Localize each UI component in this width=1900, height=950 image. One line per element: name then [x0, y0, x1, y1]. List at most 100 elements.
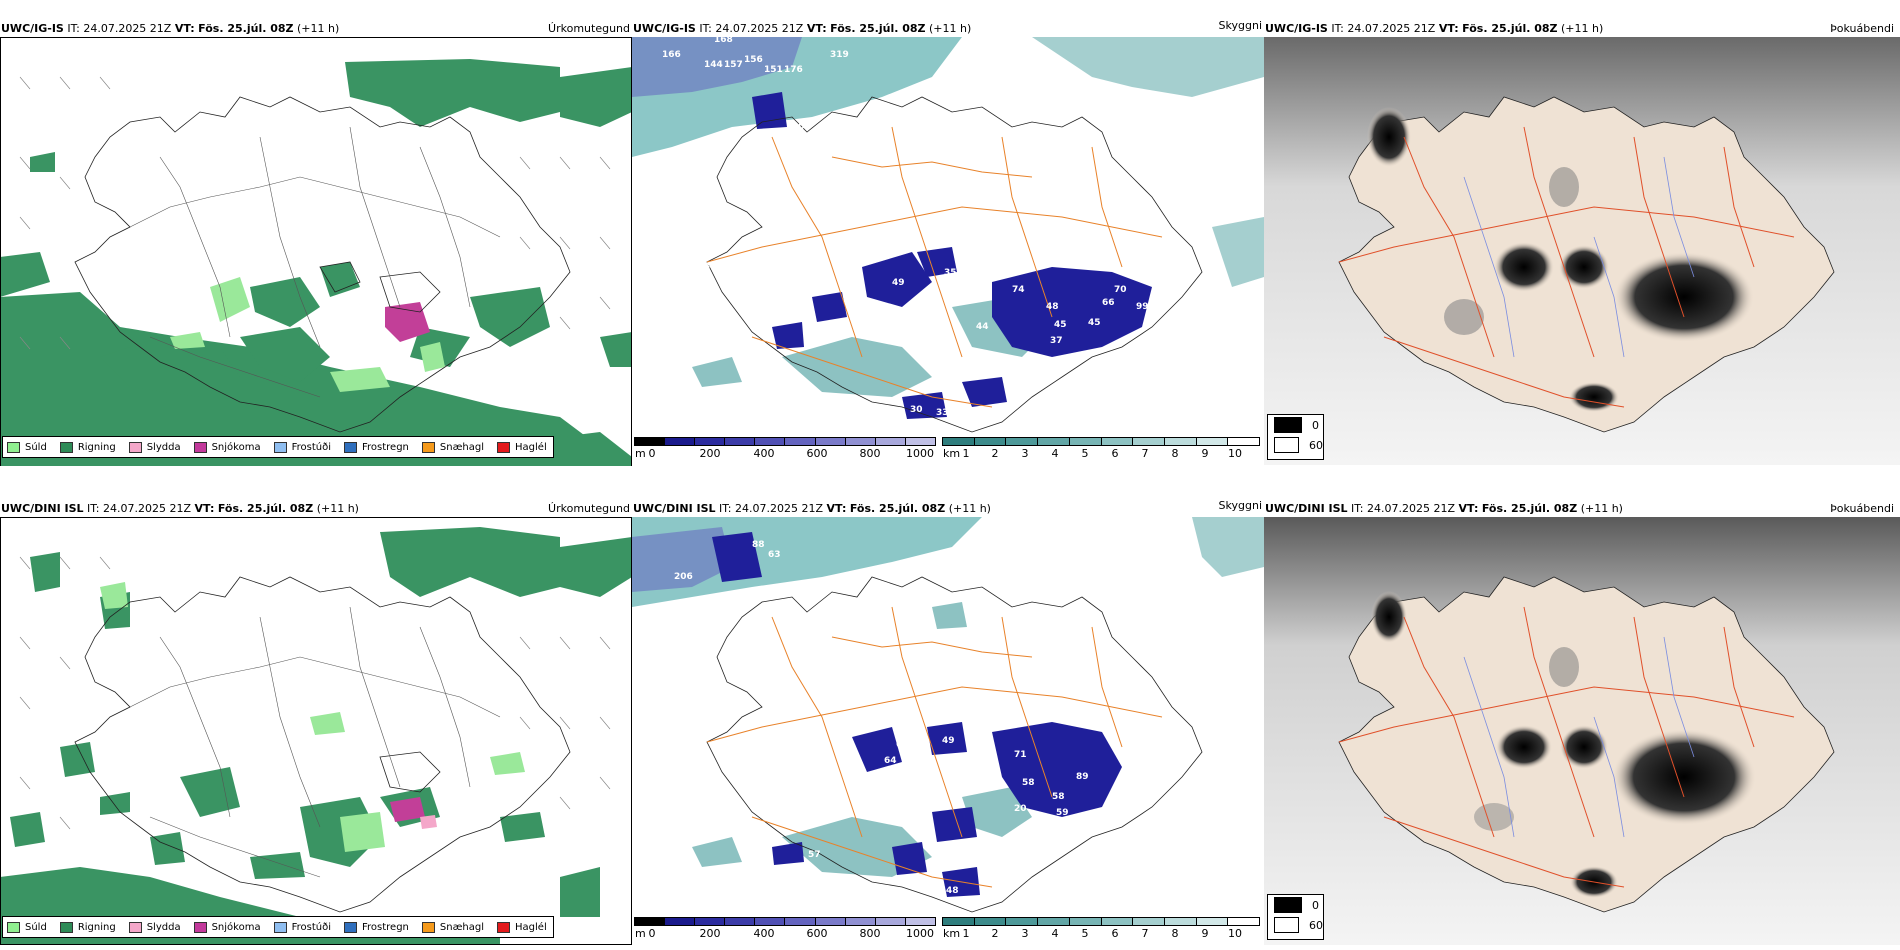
run-time: 24.07.2025 21Z — [103, 502, 192, 515]
legend-label: Súld — [25, 921, 47, 933]
ceiling-colorbar-bar — [634, 917, 936, 926]
visibility-unit: km — [943, 927, 961, 940]
legend-swatch — [59, 921, 73, 933]
product-title: Úrkomutegund — [548, 22, 630, 35]
product-title: Þokuábendi — [1830, 22, 1894, 35]
roads — [129, 126, 501, 398]
legend-label: Rigning — [77, 441, 116, 453]
ceiling-labels: 88 63 206 62 49 64 71 58 89 58 59 20 57 … — [674, 540, 1089, 896]
valid-label: VT: — [826, 502, 847, 515]
iceland-coastline — [706, 576, 1203, 913]
valid-label: VT: — [174, 22, 195, 35]
legend-item: Súld — [7, 921, 47, 933]
fog-index-map — [1264, 37, 1900, 465]
legend-item: Snjókoma — [193, 921, 261, 933]
legend-label: Frostregn — [362, 921, 409, 933]
legend-swatch — [497, 921, 511, 933]
ceiling-tick: 800 — [859, 447, 881, 460]
ceiling-value: 166 — [662, 50, 681, 60]
visibility-tick: 4 — [1051, 927, 1059, 940]
ceiling-value: 62 — [992, 854, 1005, 864]
legend-label: Haglél — [515, 441, 547, 453]
fog-legend-row: 60 — [1268, 435, 1323, 455]
ceiling-value: 15 — [966, 844, 979, 854]
legend-swatch — [7, 441, 20, 453]
valid-label: VT: — [194, 502, 215, 515]
panel-header: UWC/IG-IS IT: 24.07.2025 21Z VT: Fös. 25… — [0, 20, 339, 37]
model-name: UWC/IG-IS — [1265, 22, 1328, 35]
visibility-tick: 8 — [1171, 927, 1179, 940]
run-time: 24.07.2025 21Z — [1347, 22, 1436, 35]
run-label: IT: — [67, 22, 80, 35]
iceland-coastline — [74, 96, 571, 433]
sea-fog-ne — [1192, 517, 1264, 577]
valid-label: VT: — [1438, 22, 1459, 35]
visibility-tick: 3 — [1021, 447, 1029, 460]
rivers — [1463, 636, 1695, 838]
ceiling-value: 99 — [938, 375, 951, 385]
ceiling-value: 59 — [1056, 808, 1069, 818]
visibility-colorbar: km 1 2 3 4 5 6 7 8 9 10 — [942, 437, 1260, 460]
fog-legend-swatch — [1274, 897, 1302, 913]
legend-item: Haglél — [497, 921, 547, 933]
ceiling-value: 49 — [942, 736, 955, 746]
rivers — [1463, 156, 1695, 358]
product-title: Skyggni — [1218, 20, 1262, 32]
visibility-tick: 7 — [1141, 447, 1149, 460]
legend-label: Slydda — [146, 441, 181, 453]
lead-time: (+11 h) — [1561, 22, 1604, 35]
ceiling-value: 151 — [764, 65, 783, 75]
model-name: UWC/IG-IS — [1, 22, 64, 35]
fog-legend-label: 0 — [1312, 418, 1319, 432]
panel-top-right: UWC/IG-IS IT: 24.07.2025 21Z VT: Fös. 25… — [1264, 20, 1900, 466]
run-label: IT: — [699, 22, 712, 35]
legend-item: Snjókoma — [193, 441, 261, 453]
panel-bottom-right: UWC/DINI ISL IT: 24.07.2025 21Z VT: Fös.… — [1264, 500, 1900, 946]
fog-legend-row: 60 — [1268, 915, 1323, 935]
low-ceiling-nw — [632, 527, 732, 592]
panel-header: UWC/DINI ISL IT: 24.07.2025 21Z VT: Fös.… — [1264, 500, 1623, 517]
visibility-ceiling-map: 88 63 206 62 49 64 71 58 89 58 59 20 57 … — [632, 517, 1264, 927]
legend-item: Frostregn — [344, 441, 409, 453]
wind-barbs — [19, 76, 611, 350]
fog-legend-label: 0 — [1312, 898, 1319, 912]
visibility-tick: 6 — [1111, 447, 1119, 460]
legend-label: Rigning — [77, 921, 116, 933]
legend-item: Frostúði — [273, 441, 331, 453]
ceiling-value: 44 — [976, 322, 989, 332]
roads — [1338, 126, 1795, 408]
visibility-areas — [692, 602, 1032, 877]
ceiling-labels: 166 168 144 157 156 151 176 319 90 36 49… — [662, 37, 1149, 418]
model-name: UWC/DINI ISL — [1265, 502, 1348, 515]
valid-time: Fös. 25.júl. 08Z — [830, 22, 926, 35]
legend-swatch — [193, 441, 207, 453]
lead-time: (+11 h) — [1580, 502, 1623, 515]
visibility-tick: 8 — [1171, 447, 1179, 460]
product-title: Þokuábendi — [1830, 502, 1894, 515]
valid-time: Fös. 25.júl. 08Z — [849, 502, 946, 515]
legend-label: Snæhagl — [439, 921, 485, 933]
valid-time: Fös. 25.júl. 08Z — [198, 22, 294, 35]
ceiling-value: 30 — [910, 405, 923, 415]
ceiling-tick: 600 — [806, 447, 828, 460]
lead-time: (+11 h) — [929, 22, 972, 35]
visibility-tick: 3 — [1021, 927, 1029, 940]
iceland-coastline — [74, 576, 571, 913]
wind-barbs — [19, 556, 611, 830]
run-label: IT: — [1331, 22, 1344, 35]
ceiling-value: 66 — [1102, 298, 1115, 308]
precip-legend: Súld Rigning Slydda Snjókoma Frostúði Fr… — [2, 916, 554, 938]
visibility-colorbar-bar — [942, 917, 1260, 926]
panel-bottom-mid: UWC/DINI ISL IT: 24.07.2025 21Z VT: Fös.… — [632, 500, 1264, 946]
legend-item: Slydda — [128, 441, 181, 453]
visibility-tick: 1 — [962, 447, 970, 460]
run-label: IT: — [1351, 502, 1364, 515]
ceiling-value: 35 — [944, 268, 957, 278]
legend-label: Slydda — [146, 921, 181, 933]
ceiling-colorbar: m 0 200 400 600 800 1000 — [634, 437, 936, 460]
lead-time: (+11 h) — [297, 22, 340, 35]
legend-swatch — [128, 441, 142, 453]
visibility-ticks: km 1 2 3 4 5 6 7 8 9 10 — [942, 926, 1260, 940]
valid-time: Fös. 25.júl. 08Z — [1481, 502, 1578, 515]
ceiling-value: 63 — [768, 550, 781, 560]
